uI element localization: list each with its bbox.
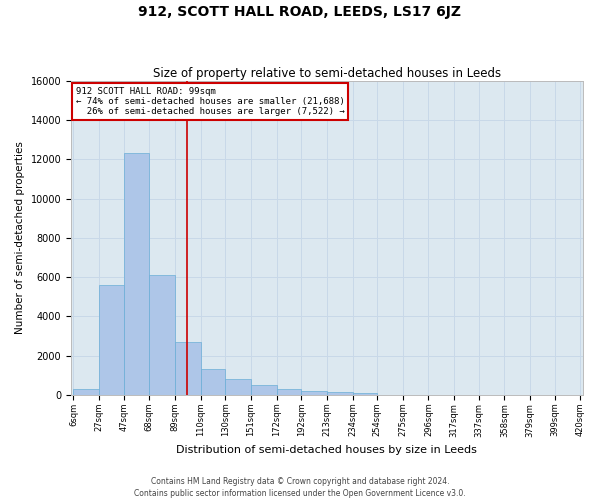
X-axis label: Distribution of semi-detached houses by size in Leeds: Distribution of semi-detached houses by … [176,445,478,455]
Bar [99,285,124,395]
Bar [175,342,201,395]
Bar [301,391,327,395]
Bar [353,393,377,395]
Title: Size of property relative to semi-detached houses in Leeds: Size of property relative to semi-detach… [153,66,501,80]
Bar [277,389,301,395]
Y-axis label: Number of semi-detached properties: Number of semi-detached properties [15,142,25,334]
Bar [124,154,149,395]
Text: 912 SCOTT HALL ROAD: 99sqm
← 74% of semi-detached houses are smaller (21,688)
  : 912 SCOTT HALL ROAD: 99sqm ← 74% of semi… [76,86,344,117]
Bar [73,389,99,395]
Text: 912, SCOTT HALL ROAD, LEEDS, LS17 6JZ: 912, SCOTT HALL ROAD, LEEDS, LS17 6JZ [139,5,461,19]
Text: Contains HM Land Registry data © Crown copyright and database right 2024.
Contai: Contains HM Land Registry data © Crown c… [134,476,466,498]
Bar [327,392,353,395]
Bar [201,370,225,395]
Bar [251,385,277,395]
Bar [225,380,251,395]
Bar [149,275,175,395]
